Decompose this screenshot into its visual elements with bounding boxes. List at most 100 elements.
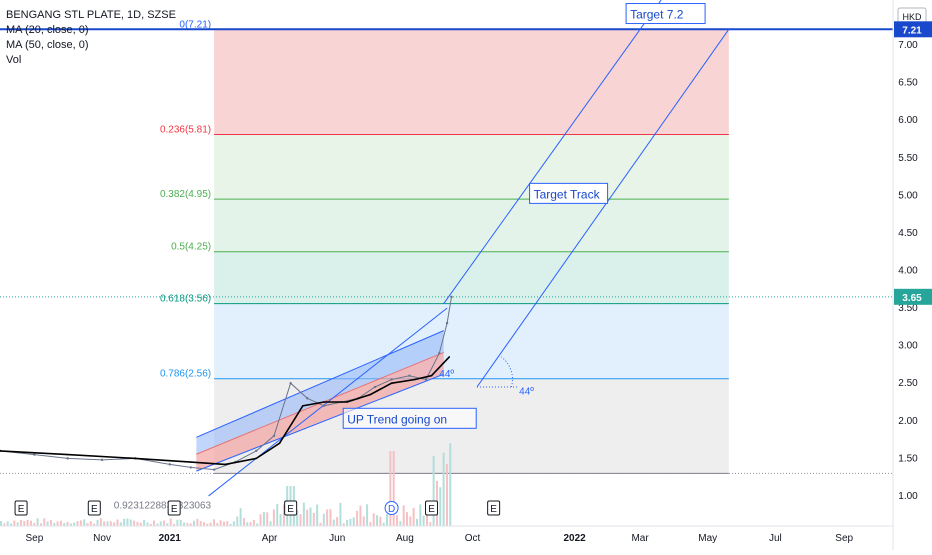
volume-bar-42 xyxy=(139,522,142,526)
y-tick-label-12: 7.00 xyxy=(898,40,918,51)
volume-bar-65 xyxy=(216,523,219,526)
volume-bar-108 xyxy=(359,505,362,526)
volume-bar-14 xyxy=(46,521,49,526)
volume-bar-95 xyxy=(316,504,319,526)
volume-bar-46 xyxy=(153,520,156,526)
fib-zone-2 xyxy=(214,199,729,252)
volume-bar-72 xyxy=(239,508,242,526)
volume-bar-71 xyxy=(236,516,239,526)
channel-upper-line xyxy=(196,330,444,438)
series-1-point-1 xyxy=(66,453,69,456)
y-tick-label-2: 2.00 xyxy=(898,416,918,427)
volume-bar-34 xyxy=(113,522,116,526)
volume-bar-21 xyxy=(69,523,72,526)
target-track-line_a xyxy=(443,0,662,304)
x-tick-label-7: 2022 xyxy=(564,533,587,544)
y-tick-label-11: 6.50 xyxy=(898,78,918,89)
event-marker-label-6: E xyxy=(490,504,497,515)
volume-bar-85 xyxy=(282,504,285,526)
vol-legend[interactable]: Vol xyxy=(6,54,22,66)
ma50-legend[interactable]: MA (50, close, 0) xyxy=(6,39,89,51)
volume-bar-1 xyxy=(3,523,6,526)
volume-bar-107 xyxy=(356,510,359,526)
top-price-badge xyxy=(894,21,932,38)
volume-bar-110 xyxy=(366,504,369,526)
volume-bar-105 xyxy=(349,518,352,526)
series-0-point-20 xyxy=(438,351,441,355)
volume-bar-70 xyxy=(232,521,235,526)
fib-zone-4 xyxy=(214,303,729,379)
series-1-point-11 xyxy=(390,382,393,385)
y-tick-label-1: 1.50 xyxy=(898,453,918,464)
volume-bar-47 xyxy=(156,523,159,526)
volume-bar-90 xyxy=(299,514,302,526)
top-price-badge-label: 7.21 xyxy=(902,25,922,36)
symbol-title[interactable]: BENGANG STL PLATE, 1D, SZSE xyxy=(6,9,176,21)
event-marker-label-0: E xyxy=(18,504,25,515)
volume-bar-128 xyxy=(425,506,428,526)
series-0-point-19 xyxy=(424,378,428,381)
series-0-point-2 xyxy=(66,457,69,460)
x-tick-label-4: Jun xyxy=(329,533,345,544)
series-1-point-8 xyxy=(323,401,325,403)
series-0-point-21 xyxy=(445,321,449,325)
x-tick-label-5: Aug xyxy=(396,533,414,544)
volume-bar-64 xyxy=(212,519,215,526)
target-label-box xyxy=(625,3,706,25)
volume-bar-12 xyxy=(39,523,42,526)
volume-bar-40 xyxy=(133,520,136,526)
x-tick-label-6: Oct xyxy=(465,533,481,544)
series-0-point-18 xyxy=(408,374,411,377)
volume-bar-31 xyxy=(103,521,106,526)
y-tick-label-7: 4.50 xyxy=(898,228,918,239)
volume-bar-22 xyxy=(73,522,76,526)
earnings-marker-6 xyxy=(487,500,501,516)
up-trend-channel: UP Trend going on xyxy=(196,307,477,497)
volume-bar-8 xyxy=(26,519,29,526)
fib-label-3: 0.5(4.25) xyxy=(171,242,211,253)
event-marker-label-2: E xyxy=(171,504,178,515)
volume-bar-106 xyxy=(352,517,355,526)
volume-bar-55 xyxy=(183,522,186,526)
angle-label-1: 44º xyxy=(439,369,454,380)
volume-bar-125 xyxy=(415,518,418,526)
volume-bar-98 xyxy=(326,509,329,526)
volume-bar-104 xyxy=(346,519,349,526)
chart-legend: BENGANG STL PLATE, 1D, SZSE MA (20, clos… xyxy=(6,8,176,68)
volume-bar-16 xyxy=(53,522,56,526)
current-price-badge xyxy=(894,288,932,305)
volume-bar-7 xyxy=(23,521,26,526)
earnings-marker-1 xyxy=(87,500,101,516)
channel-upper-fill xyxy=(196,330,444,455)
volume-bar-44 xyxy=(146,522,149,526)
x-tick-label-8: Mar xyxy=(631,533,649,544)
dividend-marker-4 xyxy=(384,501,399,515)
volume-bar-18 xyxy=(59,520,62,526)
x-tick-label-2: 2021 xyxy=(159,533,182,544)
series-0-point-1 xyxy=(33,453,36,456)
volume-bar-57 xyxy=(189,523,192,526)
y-tick-label-5: 3.50 xyxy=(898,303,918,314)
volume-bar-113 xyxy=(376,515,379,526)
volume-bar-94 xyxy=(312,512,315,526)
earnings-marker-2 xyxy=(167,500,181,516)
event-marker-label-3: E xyxy=(287,504,294,515)
y-tick-label-3: 2.50 xyxy=(898,378,918,389)
volume-bar-58 xyxy=(193,520,196,526)
target-track-lines: Target Track xyxy=(443,0,730,388)
fib-zone-3 xyxy=(214,251,729,304)
volume-bar-24 xyxy=(79,520,82,526)
volume-bar-101 xyxy=(336,517,339,526)
event-marker-label-5: E xyxy=(428,504,435,515)
volume-bar-33 xyxy=(109,521,112,526)
series-1-point-14 xyxy=(448,356,451,358)
ma20-legend[interactable]: MA (20, close, 0) xyxy=(6,24,89,36)
volume-bar-77 xyxy=(256,523,259,526)
x-tick-label-3: Apr xyxy=(262,533,278,544)
series-0-point-12 xyxy=(306,397,309,400)
volume-bar-79 xyxy=(262,512,265,526)
fib-level-lines: 0(7.21) 0.236(5.81) 0.382(4.95) 0.5(4.25) 0.… xyxy=(114,19,729,511)
volume-bar-100 xyxy=(332,519,335,526)
